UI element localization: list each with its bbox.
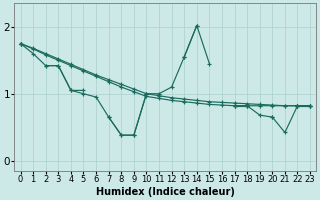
X-axis label: Humidex (Indice chaleur): Humidex (Indice chaleur) bbox=[96, 187, 235, 197]
